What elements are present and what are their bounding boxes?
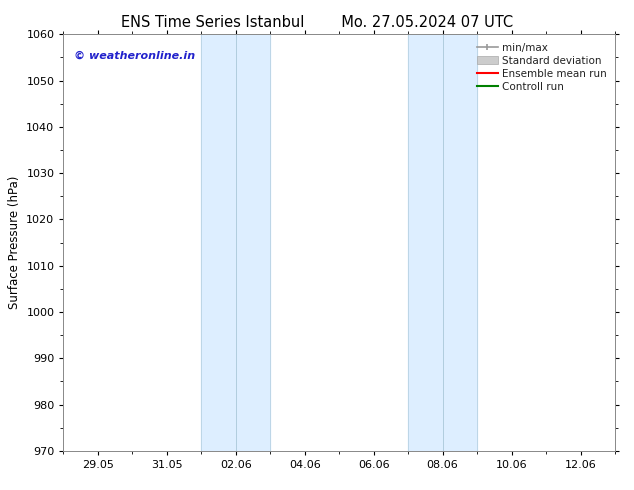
Y-axis label: Surface Pressure (hPa): Surface Pressure (hPa) [8,176,21,309]
Bar [202,34,270,451]
Text: ENS Time Series Istanbul        Mo. 27.05.2024 07 UTC: ENS Time Series Istanbul Mo. 27.05.2024 … [121,15,513,30]
Legend: min/max, Standard deviation, Ensemble mean run, Controll run: min/max, Standard deviation, Ensemble me… [474,40,610,95]
Text: © weatheronline.in: © weatheronline.in [74,51,195,61]
Bar [408,34,477,451]
